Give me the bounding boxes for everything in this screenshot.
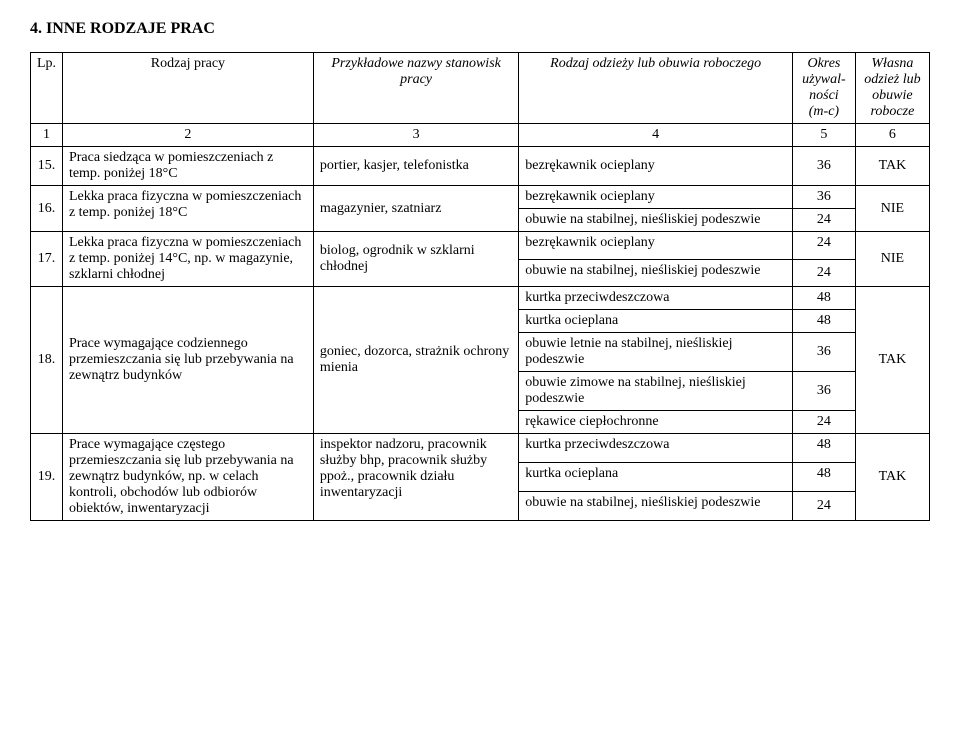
- cell-rodzaj: Lekka praca fizyczna w pomieszczeniach z…: [62, 232, 313, 287]
- cell-odziez: kurtka ocieplana: [519, 310, 793, 333]
- cell-stanowisk: magazynier, szatniarz: [313, 186, 518, 232]
- cell-odziez: kurtka przeciwdeszczowa: [519, 287, 793, 310]
- header-rodzaj: Rodzaj pracy: [62, 53, 313, 124]
- cell-stanowisk: goniec, dozorca, strażnik ochrony mienia: [313, 287, 518, 434]
- cell-okres: 48: [793, 310, 856, 333]
- cell-okres: 36: [793, 147, 856, 186]
- cell-rodzaj: Prace wymagające częstego przemieszczani…: [62, 434, 313, 521]
- table-row: 17. Lekka praca fizyczna w pomieszczenia…: [31, 232, 930, 260]
- cell-odziez: obuwie letnie na stabilnej, nieśliskiej …: [519, 333, 793, 372]
- work-types-table: Lp. Rodzaj pracy Przykładowe nazwy stano…: [30, 52, 930, 521]
- cell-rodzaj: Prace wymagające codziennego przemieszcz…: [62, 287, 313, 434]
- table-row: 19. Prace wymagające częstego przemieszc…: [31, 434, 930, 463]
- cell-okres: 24: [793, 232, 856, 260]
- cell-okres: 36: [793, 186, 856, 209]
- cell-odziez: obuwie na stabilnej, nieśliskiej podeszw…: [519, 209, 793, 232]
- cell-odziez: kurtka przeciwdeszczowa: [519, 434, 793, 463]
- cell-odziez: bezrękawnik ocieplany: [519, 232, 793, 260]
- cell-okres: 48: [793, 463, 856, 492]
- cell-wlasna: TAK: [855, 147, 929, 186]
- cell-odziez: obuwie na stabilnej, nieśliskiej podeszw…: [519, 492, 793, 521]
- header-odziez: Rodzaj odzieży lub obuwia roboczego: [519, 53, 793, 124]
- col-num-3: 3: [313, 124, 518, 147]
- cell-odziez: bezrękawnik ocieplany: [519, 186, 793, 209]
- cell-odziez: kurtka ocieplana: [519, 463, 793, 492]
- cell-stanowisk: inspektor nadzoru, pracownik służby bhp,…: [313, 434, 518, 521]
- table-row: 15. Praca siedząca w pomieszczeniach z t…: [31, 147, 930, 186]
- header-stanowisk: Przykładowe nazwy stanowisk pracy: [313, 53, 518, 124]
- cell-stanowisk: biolog, ogrodnik w szklarni chłodnej: [313, 232, 518, 287]
- cell-rodzaj: Lekka praca fizyczna w pomieszczeniach z…: [62, 186, 313, 232]
- cell-okres: 48: [793, 287, 856, 310]
- table-header-row: Lp. Rodzaj pracy Przykładowe nazwy stano…: [31, 53, 930, 124]
- cell-lp: 19.: [31, 434, 63, 521]
- cell-wlasna: NIE: [855, 232, 929, 287]
- cell-rodzaj: Praca siedząca w pomieszczeniach z temp.…: [62, 147, 313, 186]
- header-lp: Lp.: [31, 53, 63, 124]
- col-num-5: 5: [793, 124, 856, 147]
- col-num-6: 6: [855, 124, 929, 147]
- col-num-1: 1: [31, 124, 63, 147]
- cell-lp: 18.: [31, 287, 63, 434]
- cell-okres: 24: [793, 259, 856, 287]
- cell-stanowisk: portier, kasjer, telefonistka: [313, 147, 518, 186]
- section-title: 4. INNE RODZAJE PRAC: [30, 20, 930, 38]
- cell-lp: 16.: [31, 186, 63, 232]
- cell-wlasna: TAK: [855, 287, 929, 434]
- table-row: 16. Lekka praca fizyczna w pomieszczenia…: [31, 186, 930, 209]
- cell-lp: 17.: [31, 232, 63, 287]
- table-number-row: 1 2 3 4 5 6: [31, 124, 930, 147]
- header-okres: Okres używal-ności (m-c): [793, 53, 856, 124]
- cell-odziez: obuwie zimowe na stabilnej, nieśliskiej …: [519, 372, 793, 411]
- cell-okres: 24: [793, 411, 856, 434]
- cell-odziez: obuwie na stabilnej, nieśliskiej podeszw…: [519, 259, 793, 287]
- cell-lp: 15.: [31, 147, 63, 186]
- cell-okres: 24: [793, 209, 856, 232]
- cell-okres: 36: [793, 372, 856, 411]
- cell-wlasna: TAK: [855, 434, 929, 521]
- cell-okres: 48: [793, 434, 856, 463]
- col-num-4: 4: [519, 124, 793, 147]
- cell-okres: 24: [793, 492, 856, 521]
- header-wlasna: Własna odzież lub obuwie robocze: [855, 53, 929, 124]
- cell-okres: 36: [793, 333, 856, 372]
- cell-odziez: rękawice ciepłochronne: [519, 411, 793, 434]
- cell-wlasna: NIE: [855, 186, 929, 232]
- table-row: 18. Prace wymagające codziennego przemie…: [31, 287, 930, 310]
- cell-odziez: bezrękawnik ocieplany: [519, 147, 793, 186]
- col-num-2: 2: [62, 124, 313, 147]
